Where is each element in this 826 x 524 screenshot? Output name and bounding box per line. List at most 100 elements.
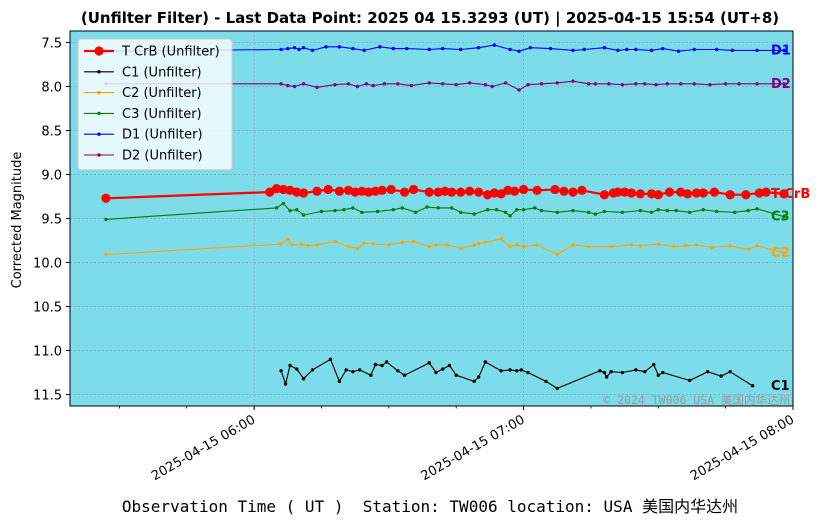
data-point-c2	[782, 251, 786, 255]
data-point-c3	[450, 206, 454, 210]
data-point-c2	[371, 242, 375, 246]
end-label-c1: C1	[771, 379, 790, 394]
data-point-c3	[400, 206, 405, 210]
data-point-c3	[391, 207, 396, 212]
legend-marker-c3	[97, 111, 101, 116]
data-point-c1	[288, 363, 292, 368]
data-point-c2	[434, 243, 438, 247]
data-point-d2	[427, 81, 431, 85]
data-point-c3	[586, 210, 591, 215]
data-point-d2	[346, 82, 351, 86]
series-line-c2	[105, 238, 785, 256]
legend-entry-c2: C2 (Unfilter)	[122, 86, 202, 101]
data-point-c1	[373, 362, 378, 367]
data-point-d2	[286, 83, 290, 88]
data-point-c1	[441, 367, 445, 371]
data-point-c2	[286, 237, 290, 242]
data-point-c3	[732, 210, 737, 215]
data-point-t-crb	[691, 188, 702, 198]
data-point-t-crb	[386, 184, 396, 195]
data-point-d1	[692, 47, 696, 52]
data-point-d1	[616, 48, 620, 53]
data-point-c2	[333, 239, 337, 244]
data-point-d1	[378, 45, 382, 49]
data-point-c1	[283, 382, 288, 386]
data-point-d1	[301, 46, 306, 50]
data-point-c1	[357, 368, 362, 372]
data-point-t-crb	[626, 188, 636, 198]
data-point-c1	[643, 369, 647, 374]
data-point-t-crb	[370, 186, 380, 196]
data-point-c2	[387, 243, 391, 247]
data-point-d1	[362, 48, 366, 53]
data-point-c1	[476, 375, 481, 379]
end-label-c3: C3	[771, 210, 790, 225]
data-point-c1	[447, 363, 452, 368]
data-point-t-crb	[440, 186, 450, 196]
data-point-d2	[586, 82, 591, 86]
data-point-c2	[315, 243, 319, 247]
data-point-d2	[490, 84, 494, 89]
data-point-d2	[539, 82, 544, 86]
series-line-c3	[105, 202, 785, 220]
data-point-d2	[692, 82, 696, 86]
data-point-t-crb	[357, 186, 367, 196]
data-point-t-crb	[474, 187, 484, 197]
data-point-d1	[279, 47, 283, 52]
data-point-t-crb	[619, 187, 630, 197]
x-axis-label: Observation Time ( UT ) Station: TW006 l…	[122, 497, 738, 516]
data-point-d2	[503, 81, 508, 85]
data-point-t-crb	[334, 186, 345, 196]
data-point-c1	[483, 360, 488, 364]
legend-entry-t-crb: T CrB (Unfilter)	[121, 45, 220, 60]
data-point-c1	[434, 370, 438, 375]
data-point-c2	[472, 243, 476, 247]
series-t-crb	[101, 183, 789, 203]
data-point-d2	[654, 82, 658, 87]
data-point-c3	[333, 208, 337, 213]
data-point-c2	[483, 240, 488, 244]
data-point-c1	[337, 379, 342, 384]
data-point-c2	[411, 239, 416, 244]
data-point-c2	[290, 243, 294, 247]
series-end-labels: T CrB C1 C2 C3 D1 D2	[771, 43, 810, 393]
data-point-d2	[454, 82, 458, 87]
end-label-c2: C2	[771, 246, 790, 261]
data-point-c1	[472, 379, 476, 384]
data-point-c1	[555, 386, 559, 391]
y-tick-label: 10.0	[33, 257, 62, 272]
data-point-c3	[295, 207, 299, 212]
data-point-c1	[656, 373, 660, 377]
data-point-d2	[737, 82, 741, 86]
data-point-d2	[355, 84, 360, 89]
data-point-d2	[679, 82, 683, 86]
data-point-c1	[427, 361, 431, 365]
data-point-c2	[746, 247, 750, 252]
data-point-t-crb	[741, 190, 751, 200]
data-point-c3	[485, 207, 490, 212]
data-point-t-crb	[456, 187, 466, 197]
data-point-d2	[301, 82, 306, 86]
data-point-d2	[708, 82, 712, 87]
data-point-c2	[638, 244, 643, 248]
data-point-t-crb	[496, 189, 506, 199]
y-tick-label: 10.5	[33, 301, 62, 316]
data-point-d2	[483, 82, 488, 87]
data-point-t-crb	[532, 185, 542, 195]
data-point-d1	[661, 46, 665, 51]
data-point-c2	[629, 243, 634, 247]
data-point-c3	[104, 217, 108, 222]
data-point-d2	[620, 82, 625, 87]
data-point-c2	[521, 244, 526, 249]
data-point-t-crb	[559, 186, 569, 196]
data-point-t-crb	[599, 190, 609, 200]
legend-marker-d1	[97, 132, 101, 136]
y-axis-ticks: 7.5 8.0 8.5 9.0 9.5 10.0 10.5 11.0 11.5	[33, 36, 70, 404]
data-point-d1	[548, 46, 553, 51]
data-point-d1	[714, 47, 719, 52]
series-d1	[104, 43, 786, 53]
data-point-c2	[104, 252, 108, 257]
data-point-c1	[728, 369, 732, 374]
x-axis-ticks: 2025-04-15 06:00 2025-04-15 07:00 2025-04-…	[118, 406, 797, 484]
data-point-d1	[310, 48, 315, 53]
